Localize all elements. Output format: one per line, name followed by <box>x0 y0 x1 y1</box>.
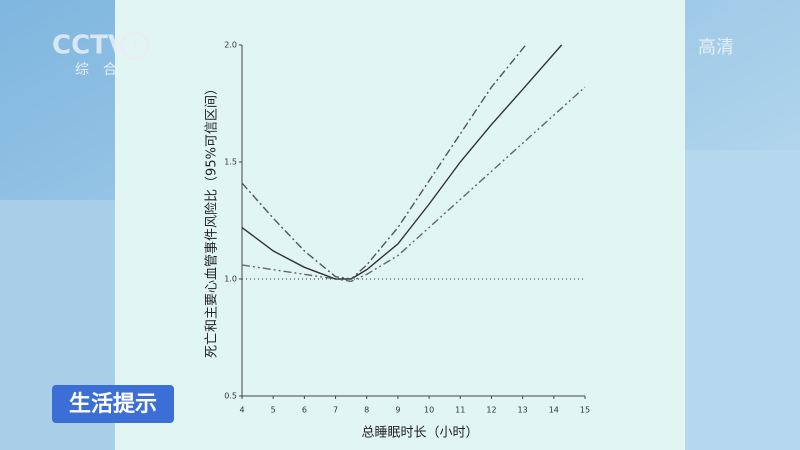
x-tick-label: 14 <box>549 406 559 415</box>
x-tick-label: 6 <box>302 406 307 415</box>
x-tick-label: 11 <box>455 406 465 415</box>
x-tick-label: 7 <box>333 406 338 415</box>
y-axis-label: 死亡和主要心血管事件风险比（95%可信区间） <box>205 82 220 358</box>
x-tick-label: 10 <box>424 406 434 415</box>
x-axis-label: 总睡眠时长（小时） <box>361 426 478 441</box>
banner: 生活提示 <box>69 391 157 417</box>
channel-logo: CCTV <box>52 31 128 61</box>
x-tick-label: 8 <box>364 406 369 415</box>
x-tick-label: 15 <box>580 406 590 415</box>
logo-ring <box>120 31 150 61</box>
y-tick-label: 1.5 <box>224 158 237 167</box>
chart-panel <box>115 0 685 450</box>
x-tick-label: 13 <box>518 406 528 415</box>
banner-box <box>52 385 174 423</box>
city-right <box>685 150 800 450</box>
x-tick-label: 9 <box>395 406 400 415</box>
y-tick-label: 1.0 <box>224 275 237 284</box>
plot: 0.5 1.0 1.5 2.0 4 5 6 7 8 9 10 11 12 13 14 15 <box>224 41 590 415</box>
channel-name: 综合 <box>75 62 131 78</box>
quality: 高清 <box>698 37 734 58</box>
series-line <box>241 86 586 283</box>
y-tick-label: 2.0 <box>224 41 237 50</box>
channel-number: 1 <box>130 37 140 56</box>
series-line <box>241 44 563 280</box>
x-tick-label: 5 <box>271 406 276 415</box>
x-tick-label: 12 <box>486 406 496 415</box>
y-tick-label: 0.5 <box>224 392 237 401</box>
x-tick-label: 4 <box>239 406 244 415</box>
